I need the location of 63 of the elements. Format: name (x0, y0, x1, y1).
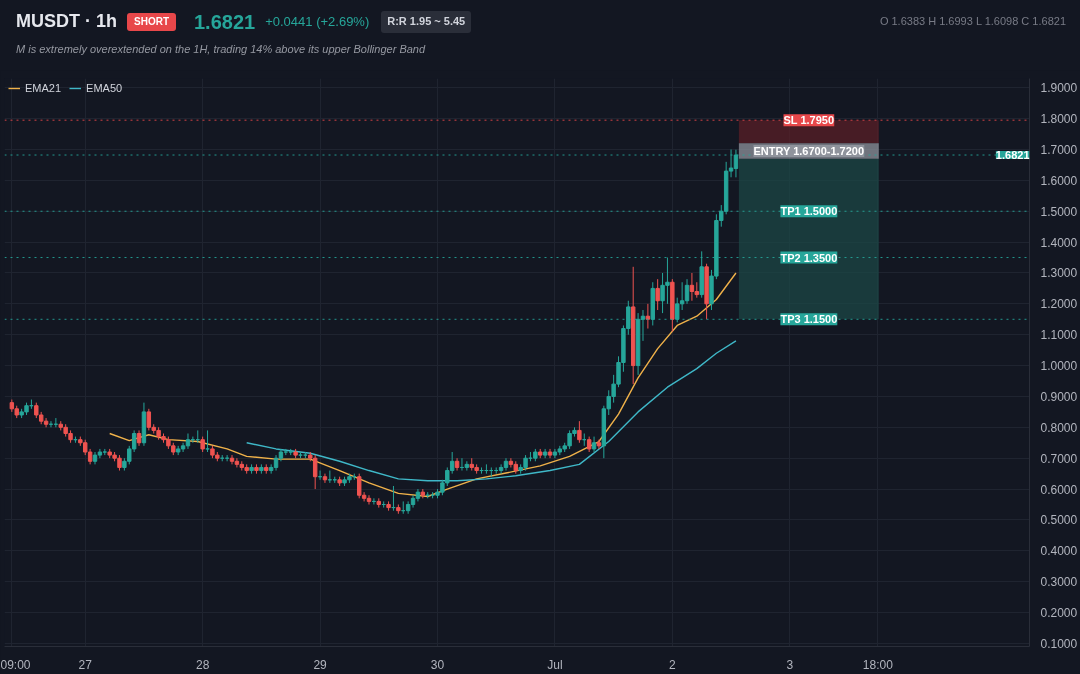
text: 1.6821 (194, 10, 256, 35)
y-tick-label: 0.4000 (1040, 544, 1078, 559)
band-label: ENTRY 1.6700-1.7200 (753, 145, 865, 158)
candlestick (234, 457, 240, 468)
candlestick (43, 417, 49, 428)
y-tick-label: 1.8000 (1040, 112, 1078, 127)
candlestick (229, 454, 235, 465)
y-tick-label: 1.6000 (1040, 173, 1078, 188)
ref-line-label: TP1 1.5000 (780, 205, 838, 218)
x-tick-label: 30 (430, 657, 445, 672)
candlestick (508, 457, 514, 468)
y-tick-label: 0.5000 (1040, 513, 1078, 528)
y-tick-label: 1.7000 (1040, 143, 1078, 157)
candlestick (591, 436, 597, 453)
candlestick (464, 460, 470, 472)
candlestick (577, 420, 582, 444)
legend-label: EMA21 (25, 82, 62, 94)
x-tick-label: 29 (313, 657, 328, 672)
y-tick-label: 0.6000 (1040, 482, 1078, 497)
chart-subtitle: M is extremely overextended on the 1H, trading 14% above its upper Bollinger Band (16, 42, 426, 57)
ref-line-label: 1.6821 (995, 149, 1030, 162)
candlestick (185, 433, 191, 450)
x-tick-label: 28 (195, 657, 210, 672)
y-tick-label: 0.7000 (1040, 451, 1078, 466)
x-tick-label: 18:00 (862, 657, 894, 672)
candlestick (366, 494, 372, 505)
y-tick-label: 1.4000 (1040, 235, 1078, 250)
x-tick-label: 09:00 (0, 657, 31, 672)
candlestick (454, 457, 460, 472)
text: R:R 1.95 ~ 5.45 (381, 11, 472, 34)
x-tick-label: 27 (78, 657, 93, 672)
ref-line-label: SL 1.7950 (783, 114, 835, 127)
y-tick-label: 0.1000 (1040, 636, 1078, 651)
y-tick-label: 1.0000 (1040, 359, 1078, 374)
candlestick (312, 454, 318, 490)
candlestick (498, 463, 504, 475)
candlestick (322, 473, 328, 484)
candlestick (689, 272, 695, 302)
candlestick (596, 439, 602, 450)
x-tick-label: Jul (547, 657, 563, 672)
y-tick-label: 1.5000 (1040, 204, 1078, 219)
y-tick-label: 1.1000 (1040, 328, 1078, 343)
candlestick (655, 278, 660, 311)
y-tick-label: 1.2000 (1040, 297, 1078, 312)
y-tick-label: 1.9000 (1040, 81, 1078, 96)
x-tick-label: 3 (786, 657, 794, 672)
legend-label: EMA50 (86, 82, 123, 94)
candlestick (410, 494, 416, 509)
y-tick-label: 0.2000 (1040, 606, 1078, 621)
y-tick-label: 0.8000 (1040, 420, 1078, 435)
text: SHORT (127, 13, 176, 32)
x-tick-label: 2 (669, 657, 676, 672)
ref-line-label: TP2 1.3500 (780, 251, 838, 264)
candlestick (146, 408, 152, 431)
ref-line-label: TP3 1.1500 (780, 313, 838, 326)
chart-title: MUSDT · 1h (16, 10, 117, 34)
y-tick-label: 0.3000 (1040, 575, 1078, 590)
text: O 1.6383 H 1.6993 L 1.6098 C 1.6821 (879, 14, 1066, 30)
text: +0.0441 (+2.69%) (265, 13, 370, 31)
y-tick-label: 1.3000 (1040, 266, 1078, 281)
y-tick-label: 0.9000 (1040, 389, 1078, 404)
candlestick (357, 473, 362, 499)
candlestick (503, 457, 509, 472)
